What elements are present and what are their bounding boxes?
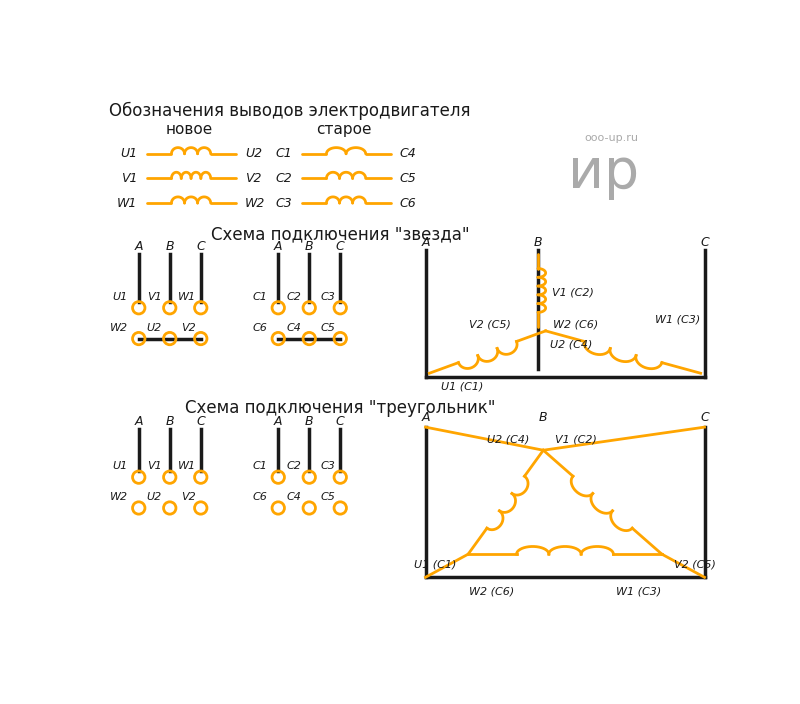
Text: V1: V1 [147, 292, 162, 302]
Text: A: A [274, 239, 282, 253]
Text: C1: C1 [253, 461, 267, 472]
Text: W2: W2 [110, 492, 128, 502]
Text: W2 (C6): W2 (C6) [554, 320, 598, 329]
Text: C1: C1 [253, 292, 267, 302]
Text: C5: C5 [400, 172, 417, 185]
Text: B: B [305, 415, 314, 428]
Text: V1: V1 [147, 461, 162, 472]
Text: C1: C1 [275, 147, 292, 161]
Text: V1 (C2): V1 (C2) [555, 434, 597, 444]
Text: V1: V1 [121, 172, 138, 185]
Text: W1: W1 [178, 461, 196, 472]
Text: U1 (C1): U1 (C1) [414, 560, 457, 570]
Text: старое: старое [316, 122, 372, 137]
Text: C6: C6 [253, 492, 267, 502]
Text: U1 (C1): U1 (C1) [441, 382, 483, 391]
Text: A: A [134, 415, 143, 428]
Text: W2 (C6): W2 (C6) [469, 586, 514, 596]
Text: C3: C3 [275, 196, 292, 210]
Text: C3: C3 [321, 292, 336, 302]
Text: B: B [539, 411, 548, 425]
Text: V2 (C5): V2 (C5) [674, 560, 715, 570]
Text: U2 (C4): U2 (C4) [487, 434, 530, 444]
Text: C: C [336, 239, 345, 253]
Text: новое: новое [166, 122, 213, 137]
Text: B: B [166, 415, 174, 428]
Text: U1: U1 [120, 147, 138, 161]
Text: U2: U2 [146, 323, 162, 333]
Text: V2 (C5): V2 (C5) [469, 320, 510, 329]
Text: C5: C5 [321, 323, 336, 333]
Text: Схема подключения "звезда": Схема подключения "звезда" [211, 225, 470, 244]
Text: B: B [534, 236, 542, 249]
Text: V2: V2 [182, 323, 196, 333]
Text: C5: C5 [321, 492, 336, 502]
Text: Схема подключения "треугольник": Схема подключения "треугольник" [185, 399, 495, 417]
Text: W1 (C3): W1 (C3) [655, 314, 701, 325]
Text: U1: U1 [113, 461, 128, 472]
Text: W2: W2 [110, 323, 128, 333]
Text: C: C [196, 415, 205, 428]
Text: ooo-up.ru: ooo-up.ru [585, 133, 638, 144]
Text: ир: ир [568, 146, 639, 200]
Text: U2 (C4): U2 (C4) [550, 340, 592, 350]
Text: C6: C6 [400, 196, 417, 210]
Text: U2: U2 [245, 147, 262, 161]
Text: C2: C2 [286, 461, 302, 472]
Text: C: C [196, 239, 205, 253]
Text: B: B [166, 239, 174, 253]
Text: B: B [305, 239, 314, 253]
Text: W1 (C3): W1 (C3) [616, 586, 662, 596]
Text: U1: U1 [113, 292, 128, 302]
Text: C: C [700, 236, 709, 249]
Text: A: A [134, 239, 143, 253]
Text: C4: C4 [286, 492, 302, 502]
Text: U2: U2 [146, 492, 162, 502]
Text: A: A [274, 415, 282, 428]
Text: W2: W2 [245, 196, 266, 210]
Text: W1: W1 [117, 196, 138, 210]
Text: V1 (C2): V1 (C2) [552, 287, 594, 297]
Text: C2: C2 [275, 172, 292, 185]
Text: C4: C4 [286, 323, 302, 333]
Text: A: A [422, 236, 430, 249]
Text: Обозначения выводов электродвигателя: Обозначения выводов электродвигателя [110, 101, 470, 120]
Text: C4: C4 [400, 147, 417, 161]
Text: C: C [336, 415, 345, 428]
Text: C3: C3 [321, 461, 336, 472]
Text: C6: C6 [253, 323, 267, 333]
Text: C: C [700, 411, 709, 425]
Text: V2: V2 [245, 172, 262, 185]
Text: V2: V2 [182, 492, 196, 502]
Text: C2: C2 [286, 292, 302, 302]
Text: A: A [422, 411, 430, 425]
Text: W1: W1 [178, 292, 196, 302]
